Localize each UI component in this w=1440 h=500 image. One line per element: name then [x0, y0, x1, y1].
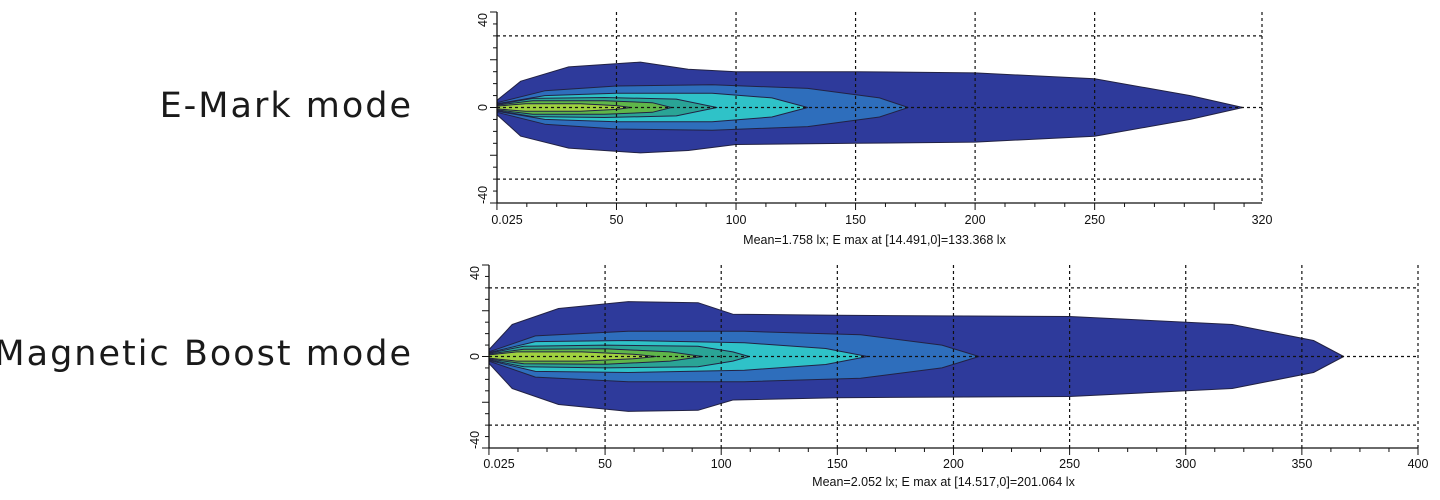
x-tick-label-boost-7: 350 — [1291, 457, 1312, 471]
chart-title-emark: E-Mark mode — [159, 86, 413, 126]
x-tick-label-boost-6: 300 — [1175, 457, 1196, 471]
x-tick-label-boost-2: 100 — [711, 457, 732, 471]
caption-emark: Mean=1.758 lx; E max at [14.491,0]=133.3… — [743, 233, 1006, 247]
x-tick-label-boost-5: 250 — [1059, 457, 1080, 471]
y-tick-label-boost-2: -40 — [468, 431, 482, 449]
chart-title-magnetic-boost: Magnetic Boost mode — [0, 334, 413, 374]
x-tick-label-boost-4: 200 — [943, 457, 964, 471]
x-tick-label-boost-0: 0.025 — [483, 457, 514, 471]
x-tick-label-emark-2: 100 — [726, 213, 747, 227]
y-tick-label-boost-1: 0 — [468, 353, 482, 360]
contour-boost-6 — [488, 351, 657, 362]
x-tick-label-emark-1: 50 — [610, 213, 624, 227]
y-tick-label-emark-1: 0 — [476, 104, 490, 111]
x-tick-label-emark-0: 0.025 — [491, 213, 522, 227]
x-tick-label-emark-6: 320 — [1252, 213, 1273, 227]
x-tick-label-boost-3: 150 — [827, 457, 848, 471]
x-tick-label-boost-8: 400 — [1408, 457, 1429, 471]
x-tick-label-emark-5: 250 — [1084, 213, 1105, 227]
y-tick-label-boost-0: 40 — [468, 266, 482, 280]
y-tick-label-emark-2: -40 — [476, 186, 490, 204]
x-tick-label-emark-4: 200 — [965, 213, 986, 227]
x-tick-label-emark-3: 150 — [845, 213, 866, 227]
x-tick-label-boost-1: 50 — [598, 457, 612, 471]
caption-boost: Mean=2.052 lx; E max at [14.517,0]=201.0… — [812, 475, 1075, 489]
y-tick-label-emark-0: 40 — [476, 13, 490, 27]
